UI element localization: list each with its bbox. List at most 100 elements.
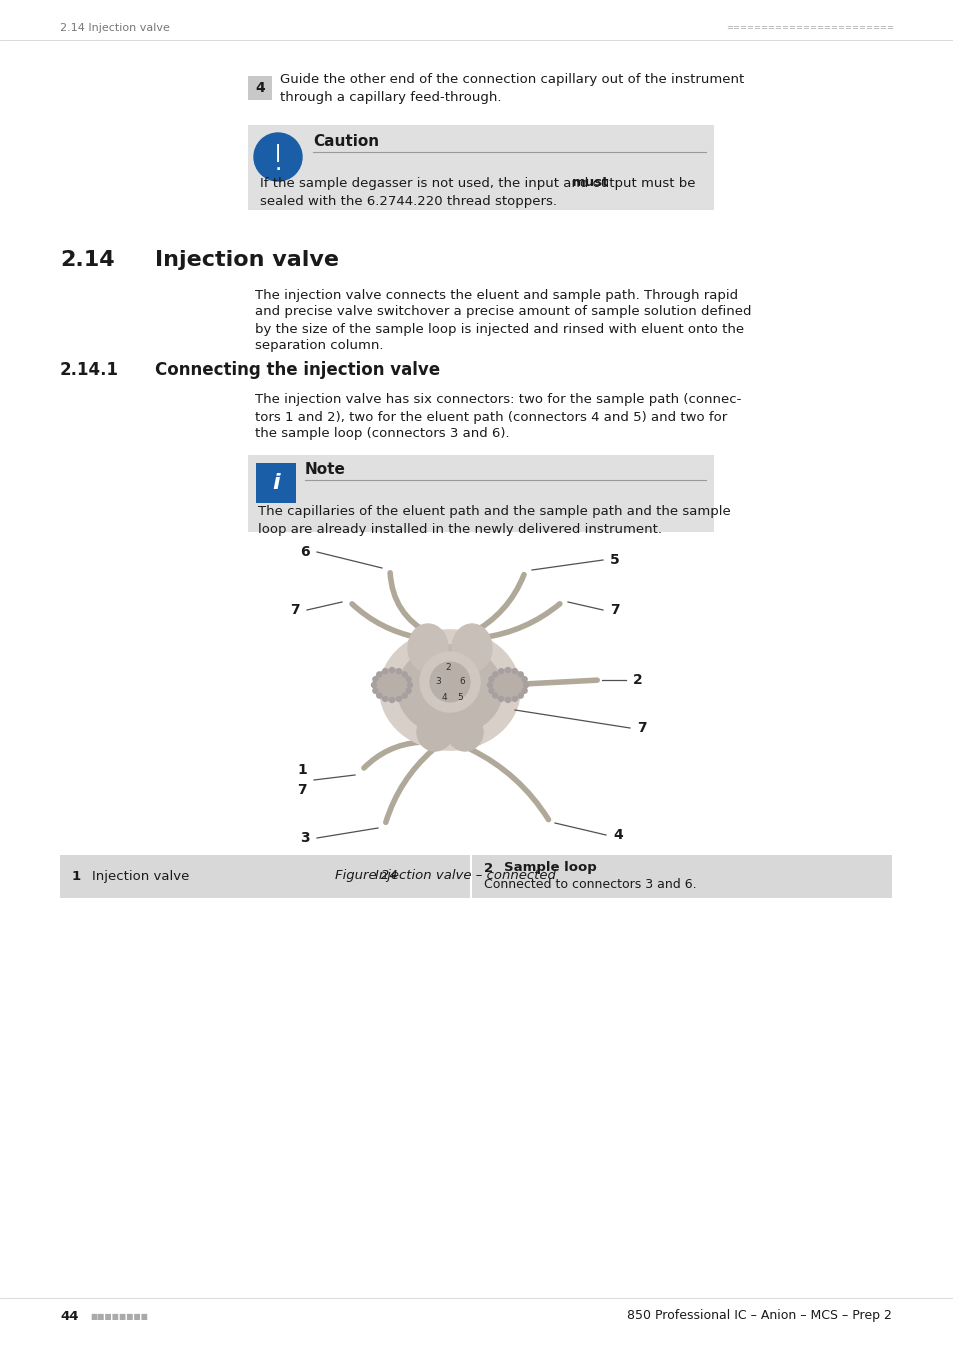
Circle shape: [493, 672, 497, 676]
FancyBboxPatch shape: [60, 855, 469, 898]
Circle shape: [505, 667, 510, 672]
Text: loop are already installed in the newly delivered instrument.: loop are already installed in the newly …: [257, 524, 661, 536]
Text: The injection valve has six connectors: two for the sample path (connec-: The injection valve has six connectors: …: [254, 393, 740, 406]
Text: 3: 3: [435, 678, 440, 687]
Text: 3: 3: [300, 832, 310, 845]
Circle shape: [498, 668, 503, 674]
Circle shape: [407, 683, 412, 687]
Text: tors 1 and 2), two for the eluent path (connectors 4 and 5) and two for: tors 1 and 2), two for the eluent path (…: [254, 410, 726, 424]
Text: The injection valve connects the eluent and sample path. Through rapid: The injection valve connects the eluent …: [254, 289, 738, 301]
Text: Sample loop: Sample loop: [503, 861, 596, 875]
Text: 850 Professional IC – Anion – MCS – Prep 2: 850 Professional IC – Anion – MCS – Prep…: [626, 1310, 891, 1323]
Text: Injection valve: Injection valve: [154, 250, 338, 270]
Circle shape: [396, 697, 401, 702]
FancyBboxPatch shape: [248, 76, 272, 100]
Circle shape: [382, 668, 387, 674]
Ellipse shape: [379, 630, 519, 751]
FancyBboxPatch shape: [248, 126, 713, 211]
Text: 7: 7: [610, 603, 619, 617]
Circle shape: [382, 697, 387, 702]
Text: Injection valve – connected: Injection valve – connected: [375, 868, 556, 882]
Text: separation column.: separation column.: [254, 339, 383, 352]
Text: Connecting the injection valve: Connecting the injection valve: [154, 360, 439, 379]
Text: 2: 2: [633, 674, 642, 687]
Ellipse shape: [489, 670, 526, 701]
Text: 44: 44: [60, 1310, 78, 1323]
Circle shape: [498, 697, 503, 702]
Circle shape: [406, 688, 411, 694]
Circle shape: [396, 668, 401, 674]
Text: ■■■■■■■■: ■■■■■■■■: [90, 1311, 148, 1320]
Text: .: .: [275, 159, 280, 173]
Circle shape: [430, 662, 470, 702]
Circle shape: [521, 676, 527, 682]
Text: 7: 7: [297, 783, 307, 796]
Text: Figure 24: Figure 24: [335, 868, 397, 882]
Circle shape: [419, 652, 479, 711]
Ellipse shape: [397, 645, 502, 734]
Circle shape: [521, 688, 527, 694]
Circle shape: [512, 697, 517, 702]
Text: Caution: Caution: [313, 134, 378, 148]
Circle shape: [376, 693, 381, 698]
FancyBboxPatch shape: [248, 455, 713, 532]
Circle shape: [389, 698, 395, 702]
Ellipse shape: [373, 670, 411, 701]
Circle shape: [523, 683, 528, 687]
Text: and precise valve switchover a precise amount of sample solution defined: and precise valve switchover a precise a…: [254, 305, 751, 319]
Text: 1: 1: [71, 869, 81, 883]
Circle shape: [253, 134, 302, 181]
Text: 4: 4: [440, 694, 446, 702]
Circle shape: [406, 676, 411, 682]
Circle shape: [505, 698, 510, 702]
Circle shape: [487, 683, 492, 687]
Text: by the size of the sample loop is injected and rinsed with eluent onto the: by the size of the sample loop is inject…: [254, 323, 743, 336]
Text: 2.14: 2.14: [60, 250, 114, 270]
Circle shape: [373, 676, 377, 682]
Ellipse shape: [408, 624, 448, 672]
Text: 2.14.1: 2.14.1: [60, 360, 119, 379]
Ellipse shape: [447, 713, 482, 751]
Circle shape: [402, 693, 407, 698]
Text: 1: 1: [296, 763, 307, 778]
Circle shape: [371, 683, 376, 687]
FancyBboxPatch shape: [255, 463, 295, 504]
Text: 5: 5: [610, 554, 619, 567]
Text: sealed with the 6.2744.220 thread stoppers.: sealed with the 6.2744.220 thread stoppe…: [260, 194, 557, 208]
FancyBboxPatch shape: [472, 855, 891, 898]
Circle shape: [517, 693, 522, 698]
Text: Note: Note: [305, 462, 346, 477]
Text: If the sample degasser is not used, the input and output must be: If the sample degasser is not used, the …: [260, 177, 695, 189]
Text: 7: 7: [290, 603, 299, 617]
Ellipse shape: [452, 624, 492, 672]
Circle shape: [376, 672, 381, 676]
Text: 4: 4: [254, 81, 265, 95]
Circle shape: [402, 672, 407, 676]
Text: 2: 2: [483, 861, 493, 875]
Text: i: i: [272, 472, 279, 493]
Text: Guide the other end of the connection capillary out of the instrument: Guide the other end of the connection ca…: [280, 73, 743, 86]
Text: ========================: ========================: [725, 23, 893, 32]
Text: 6: 6: [300, 545, 310, 559]
Text: 7: 7: [637, 721, 646, 734]
Text: 4: 4: [613, 828, 622, 842]
Text: Connected to connectors 3 and 6.: Connected to connectors 3 and 6.: [483, 879, 696, 891]
Circle shape: [512, 668, 517, 674]
Text: |: |: [274, 144, 281, 162]
Circle shape: [493, 693, 497, 698]
Text: The capillaries of the eluent path and the sample path and the sample: The capillaries of the eluent path and t…: [257, 505, 730, 518]
Circle shape: [488, 688, 494, 694]
Circle shape: [373, 688, 377, 694]
Ellipse shape: [416, 713, 453, 751]
Text: the sample loop (connectors 3 and 6).: the sample loop (connectors 3 and 6).: [254, 428, 509, 440]
Circle shape: [488, 676, 494, 682]
Circle shape: [517, 672, 522, 676]
Text: 2: 2: [445, 663, 451, 672]
Text: Injection valve: Injection valve: [91, 869, 190, 883]
Text: 2.14 Injection valve: 2.14 Injection valve: [60, 23, 170, 32]
Text: through a capillary feed-through.: through a capillary feed-through.: [280, 92, 501, 104]
Circle shape: [389, 667, 395, 672]
Text: 5: 5: [456, 694, 462, 702]
Text: must: must: [572, 177, 609, 189]
Text: 6: 6: [458, 678, 464, 687]
